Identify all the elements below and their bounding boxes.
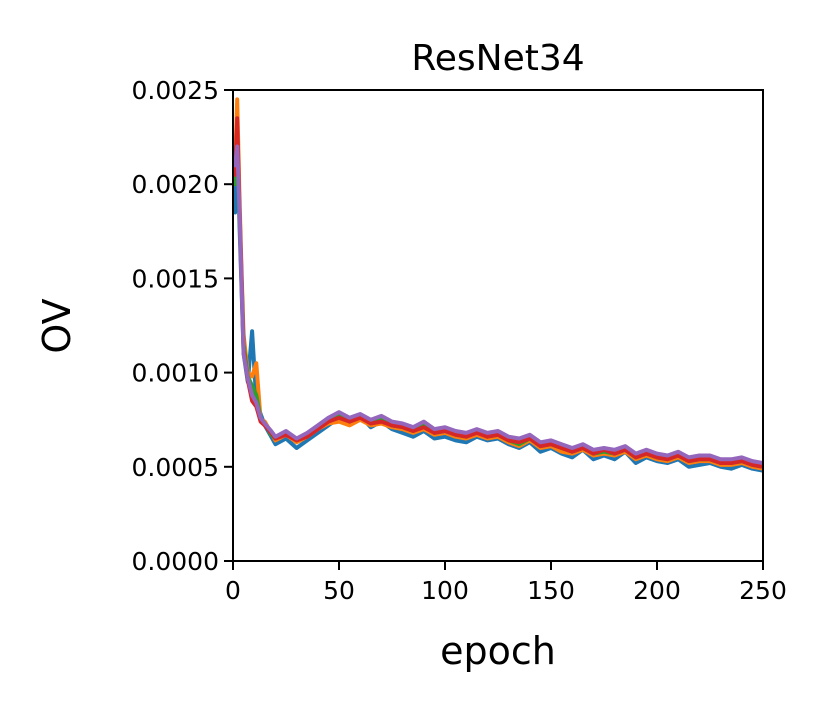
series-line-1 (233, 135, 763, 473)
plot-area (232, 89, 764, 562)
series-line-3 (233, 125, 763, 469)
plot-frame (232, 89, 764, 562)
series-line-5 (233, 144, 763, 465)
y-tick-label: 0.0025 (132, 76, 219, 105)
y-axis-label: OV (35, 298, 79, 353)
chart-title: ResNet34 (411, 38, 584, 79)
x-axis-ticks: 0 50 100 150 200 250 (225, 561, 787, 605)
series-layer (233, 97, 763, 473)
x-tick-label: 150 (527, 576, 575, 605)
y-tick-label: 0.0020 (132, 170, 219, 199)
x-tick-label: 250 (739, 576, 787, 605)
x-tick-label: 50 (323, 576, 355, 605)
x-tick-label: 200 (633, 576, 681, 605)
x-tick-label: 0 (225, 576, 241, 605)
y-tick-label: 0.0015 (132, 264, 219, 293)
series-line-4 (233, 116, 763, 469)
x-tick-label: 100 (421, 576, 469, 605)
y-axis-ticks: 0.0000 0.0005 0.0010 0.0015 0.0020 0.0025 (132, 76, 233, 576)
x-axis-label: epoch (440, 629, 556, 673)
y-tick-label: 0.0005 (132, 453, 219, 482)
y-tick-label: 0.0010 (132, 359, 219, 388)
series-line-2 (233, 97, 763, 471)
y-tick-label: 0.0000 (132, 547, 219, 576)
